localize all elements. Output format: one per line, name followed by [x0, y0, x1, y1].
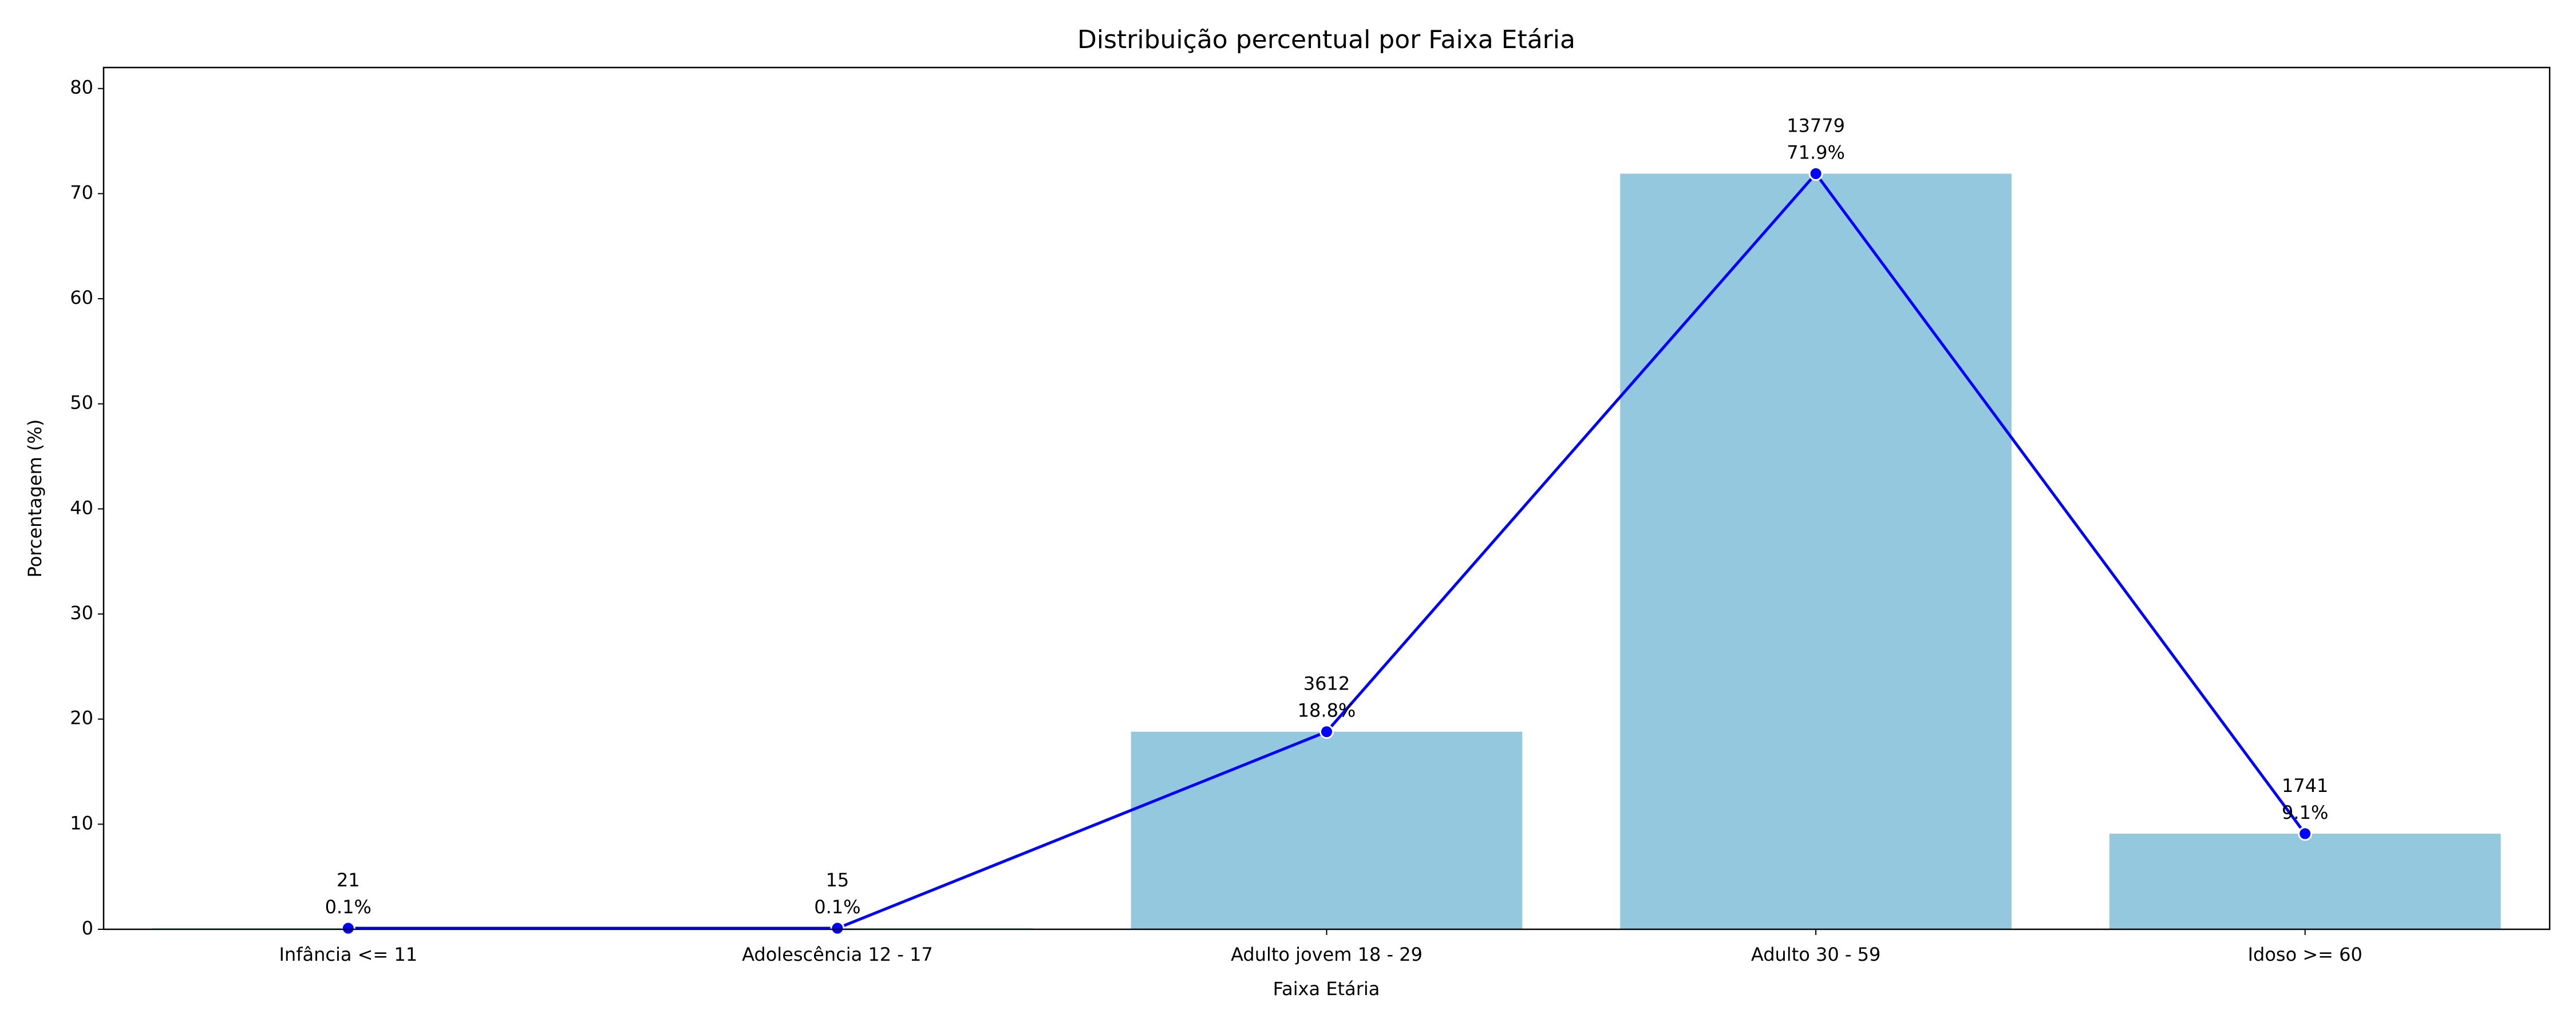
x-tick-label: Adulto jovem 18 - 29 [1231, 944, 1423, 965]
count-label: 3612 [1303, 673, 1350, 695]
value-label: 9.1% [2282, 802, 2328, 823]
y-tick-label: 80 [70, 77, 93, 98]
value-label: 18.8% [1298, 700, 1356, 722]
y-tick-label: 60 [70, 287, 93, 308]
count-label: 13779 [1787, 114, 1845, 136]
x-tick-label: Idoso >= 60 [2248, 944, 2362, 965]
y-axis-label: Porcentagem (%) [24, 419, 46, 578]
value-label: 0.1% [814, 896, 860, 918]
line-marker [1808, 166, 1823, 181]
bar [1131, 731, 1523, 929]
count-label: 21 [337, 869, 360, 891]
x-tick-label: Adolescência 12 - 17 [742, 944, 933, 965]
line-marker [2298, 826, 2313, 841]
y-tick-label: 10 [70, 812, 93, 834]
bar [2109, 833, 2501, 929]
y-tick-label: 30 [70, 602, 93, 624]
count-label: 1741 [2282, 775, 2328, 797]
bar [1620, 173, 2012, 929]
value-label: 0.1% [325, 896, 372, 918]
y-tick-label: 70 [70, 181, 93, 203]
count-label: 15 [826, 869, 850, 891]
y-tick-label: 50 [70, 392, 93, 414]
chart-title: Distribuição percentual por Faixa Etária [1077, 25, 1575, 54]
x-tick-label: Adulto 30 - 59 [1751, 944, 1880, 965]
plot-frame [102, 66, 2551, 930]
line-marker [830, 921, 845, 936]
line-marker [341, 921, 355, 936]
y-tick-label: 20 [70, 707, 93, 729]
y-tick-label: 40 [70, 497, 93, 518]
x-axis-label: Faixa Etária [1273, 978, 1380, 1000]
y-tick-label: 0 [82, 917, 93, 939]
line-marker [1319, 724, 1334, 739]
x-tick-label: Infância <= 11 [279, 944, 417, 965]
value-label: 71.9% [1787, 141, 1845, 163]
